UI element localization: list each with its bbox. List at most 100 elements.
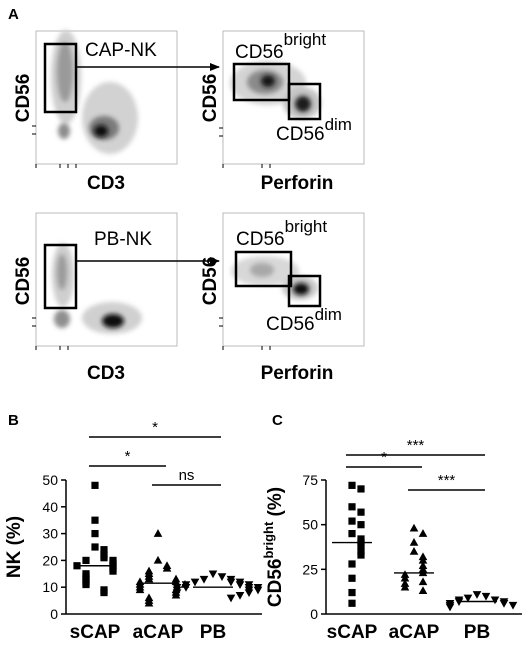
data-point — [162, 563, 172, 572]
series-PB — [172, 570, 263, 603]
data-point — [418, 555, 428, 564]
data-point — [348, 599, 356, 607]
data-point — [409, 523, 419, 532]
data-point — [226, 578, 236, 587]
data-point — [357, 485, 365, 493]
flow-plot-pb-cd3: PB-NK CD3 CD56 — [13, 212, 178, 384]
data-point — [418, 586, 428, 595]
flow-plot-cap-perforin: CD56bright CD56dim Perforin CD56 — [200, 30, 365, 194]
data-point — [463, 594, 473, 603]
gate-label-cd56-dim: CD56dim — [266, 305, 342, 335]
data-point — [226, 594, 236, 603]
data-point — [348, 588, 356, 597]
panel-letter-c: C — [272, 412, 283, 429]
data-point — [91, 530, 99, 538]
data-point — [409, 538, 419, 546]
y-tick-label: 10 — [42, 579, 58, 595]
significance-label: *** — [407, 437, 425, 454]
data-point — [508, 601, 518, 610]
gate-label-cd56-bright: CD56bright — [236, 217, 327, 250]
data-point — [490, 596, 500, 605]
y-tick-label: 50 — [302, 517, 318, 533]
x-axis-title: CD3 — [87, 173, 125, 194]
data-point — [100, 554, 108, 562]
axis-ticks — [32, 317, 69, 350]
data-point — [208, 570, 218, 579]
data-point — [244, 589, 254, 598]
data-point — [418, 529, 428, 537]
data-point — [82, 580, 90, 589]
data-point — [400, 582, 410, 591]
y-axis-title: CD56bright (%) — [261, 487, 286, 607]
density-contours — [231, 256, 318, 300]
significance-label: * — [381, 449, 387, 466]
y-axis-title: CD56 — [13, 74, 34, 123]
data-point — [199, 575, 209, 584]
density-contours — [230, 61, 321, 119]
data-point — [91, 516, 99, 524]
data-point — [348, 503, 356, 511]
flow-plot-cap-cd3: CAP-NK CD3 CD56 — [13, 30, 178, 194]
gate-label-cap-nk: CAP-NK — [85, 40, 157, 61]
data-point — [190, 578, 200, 587]
significance-label: ns — [179, 467, 195, 484]
data-point — [100, 546, 108, 554]
data-point — [472, 591, 482, 599]
data-point — [144, 598, 154, 607]
data-point — [109, 567, 117, 575]
data-point — [135, 585, 145, 594]
y-axis-title: CD56 — [13, 257, 34, 306]
data-point — [348, 481, 356, 489]
axis-ticks — [219, 127, 271, 168]
gate-label-pb-nk: PB-NK — [94, 229, 152, 250]
data-point — [348, 517, 356, 525]
significance-label: * — [152, 419, 158, 436]
x-category-label: sCAP — [70, 622, 121, 643]
x-category-label: PB — [200, 622, 226, 643]
series-sCAP — [332, 481, 372, 607]
x-axis-title: Perforin — [261, 173, 334, 194]
x-category-label: aCAP — [389, 622, 440, 643]
gate-pb-nk — [43, 243, 78, 310]
y-axis-title: CD56 — [200, 74, 221, 123]
gate-cd56-bright — [234, 250, 293, 288]
data-point — [357, 508, 365, 516]
panel-letter-b: B — [8, 412, 19, 429]
data-point — [357, 521, 365, 529]
density-contours — [52, 243, 142, 334]
gate-cd56-bright — [232, 62, 291, 102]
data-point — [153, 529, 163, 537]
axis-ticks — [219, 317, 271, 350]
gate-cd56-dim — [287, 82, 322, 121]
significance-label: *** — [438, 472, 456, 489]
data-point — [91, 481, 99, 489]
y-tick-label: 25 — [302, 561, 318, 577]
data-point — [144, 574, 154, 583]
flow-plot-pb-perforin: CD56bright CD56dim Perforin CD56 — [200, 212, 365, 384]
y-tick-label: 50 — [42, 472, 58, 488]
x-category-label: sCAP — [327, 622, 378, 643]
data-point — [481, 592, 491, 601]
data-point — [82, 556, 90, 564]
data-point — [418, 577, 428, 586]
x-axis-title: CD3 — [87, 363, 125, 384]
data-point — [357, 542, 365, 550]
x-category-label: aCAP — [133, 622, 184, 643]
gate-label-cd56-bright: CD56bright — [235, 30, 326, 63]
data-point — [253, 586, 263, 595]
data-point — [499, 600, 509, 608]
data-point — [153, 555, 163, 564]
data-point — [217, 573, 227, 581]
y-tick-label: 0 — [310, 606, 318, 622]
chart-panel-b: 0 10 20 30 40 50 NK (%) sCAP aCAP PB * * ns — [4, 419, 263, 643]
data-point — [235, 581, 245, 590]
y-axis-title: CD56 — [200, 257, 221, 306]
y-tick-label: 75 — [302, 472, 318, 488]
density-contours — [51, 30, 138, 154]
series-PB — [445, 591, 518, 612]
data-point — [235, 592, 245, 600]
data-point — [445, 603, 455, 612]
significance-label: * — [125, 448, 131, 465]
